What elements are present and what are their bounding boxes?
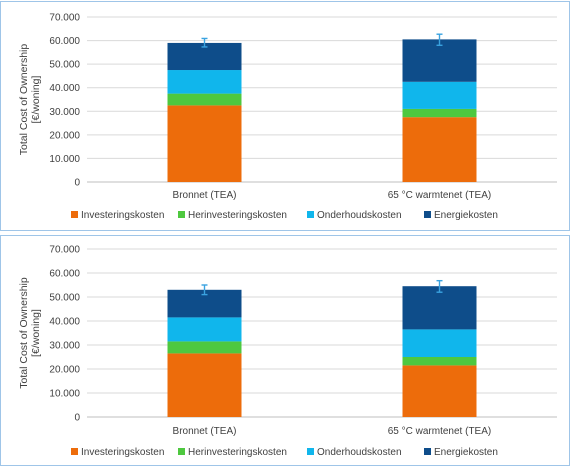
y-tick-label: 60.000 (49, 269, 80, 280)
chart-panel-bottom: 0 10.000 20.000 30.000 40.000 50.000 60.000 70.… (0, 235, 570, 466)
legend-swatch (307, 211, 314, 218)
legend-swatch (307, 448, 314, 455)
legend-label: Investeringskosten (81, 447, 164, 458)
legend-label: Onderhoudskosten (317, 447, 402, 458)
y-tick-label: 20.000 (49, 365, 80, 376)
y-tick-label: 40.000 (49, 317, 80, 328)
y-tick-label: 50.000 (49, 60, 80, 71)
legend-swatch (424, 448, 431, 455)
legend-swatch (71, 448, 78, 455)
y-axis-title-line: [€/woning] (30, 309, 42, 357)
bar-segment (402, 117, 477, 182)
y-tick-label: 30.000 (49, 341, 80, 352)
tco-stacked-bar-chart-bottom: 0 10.000 20.000 30.000 40.000 50.000 60.000 70.… (18, 245, 557, 458)
bar-segment (167, 93, 242, 106)
bar-segment (402, 286, 477, 330)
bar-segment (402, 357, 477, 366)
legend-swatch (424, 211, 431, 218)
bar-segment (402, 365, 477, 417)
y-tick-label: 60.000 (49, 36, 80, 47)
y-axis-title: Total Cost of Ownership[€/woning] (18, 277, 42, 389)
y-tick-label: 10.000 (49, 154, 80, 165)
legend-label: Onderhoudskosten (317, 210, 402, 221)
bar-segment (402, 81, 477, 109)
legend-swatch (178, 211, 185, 218)
y-tick-label: 40.000 (49, 83, 80, 94)
x-category-label: 65 °C warmtenet (TEA) (388, 426, 491, 437)
y-tick-label: 0 (74, 178, 80, 189)
legend-label: Investeringskosten (81, 210, 164, 221)
bar-segment (402, 329, 477, 357)
bar-segment (167, 70, 242, 94)
legend-label: Herinvesteringskosten (188, 447, 287, 458)
y-tick-label: 50.000 (49, 293, 80, 304)
chart-panel-top: 0 10.000 20.000 30.000 40.000 50.000 60.000 70.… (0, 1, 570, 231)
bar-segment (167, 353, 242, 417)
x-category-label: Bronnet (TEA) (173, 190, 237, 201)
legend-swatch (178, 448, 185, 455)
y-tick-label: 0 (74, 413, 80, 424)
bar-segment (167, 317, 242, 342)
legend-label: Energiekosten (434, 447, 498, 458)
x-category-label: Bronnet (TEA) (173, 426, 237, 437)
y-tick-label: 70.000 (49, 245, 80, 256)
y-tick-label: 70.000 (49, 13, 80, 24)
tco-stacked-bar-chart-top: 0 10.000 20.000 30.000 40.000 50.000 60.000 70.… (18, 13, 557, 221)
y-axis-title-line: Total Cost of Ownership (18, 44, 30, 156)
y-tick-label: 10.000 (49, 389, 80, 400)
legend-swatch (71, 211, 78, 218)
y-tick-label: 30.000 (49, 107, 80, 118)
y-axis-title-line: Total Cost of Ownership (18, 277, 30, 389)
bar-segment (167, 341, 242, 354)
y-axis-title-line: [€/woning] (30, 75, 42, 123)
y-tick-label: 20.000 (49, 130, 80, 141)
legend-label: Herinvesteringskosten (188, 210, 287, 221)
x-category-label: 65 °C warmtenet (TEA) (388, 190, 491, 201)
bar-segment (402, 39, 477, 82)
bar-segment (402, 108, 477, 118)
legend-label: Energiekosten (434, 210, 498, 221)
y-axis-title: Total Cost of Ownership[€/woning] (18, 44, 42, 156)
bar-segment (167, 105, 242, 182)
